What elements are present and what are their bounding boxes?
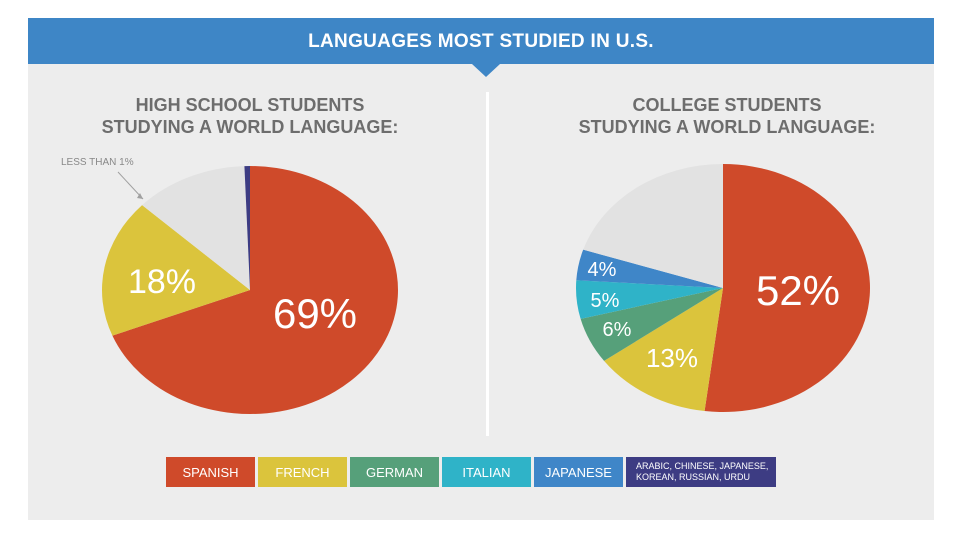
college-slice-label-italian: 5% xyxy=(591,290,620,312)
annotation-arrow-line xyxy=(117,171,144,200)
legend-item-french: FRENCH xyxy=(258,457,347,487)
college-slice-remainder xyxy=(583,164,723,288)
college-slice-japanese xyxy=(576,249,723,288)
high-school-slice-remainder xyxy=(142,166,250,290)
college-slice-label-french: 13% xyxy=(646,343,698,373)
less-than-one-percent-annotation: LESS THAN 1% xyxy=(61,157,134,168)
college-slice-german xyxy=(580,288,723,361)
college-slice-spanish xyxy=(704,164,871,413)
high-school-slice-label-spanish: 69% xyxy=(273,290,357,337)
legend-item-other: ARABIC, CHINESE, JAPANESE, KOREAN, RUSSIA… xyxy=(626,457,776,487)
college-slice-label-japanese: 4% xyxy=(588,259,617,281)
college-slice-italian xyxy=(576,280,723,319)
high-school-title-line-1: HIGH SCHOOL STUDENTS xyxy=(135,95,365,115)
high-school-slice-other xyxy=(244,166,250,290)
infographic-title: LANGUAGES MOST STUDIED IN U.S. xyxy=(308,31,654,52)
college-slice-french xyxy=(604,288,723,412)
title-banner: LANGUAGES MOST STUDIED IN U.S. xyxy=(28,18,934,64)
legend-label-french: FRENCH xyxy=(275,464,330,480)
legend-label-german: GERMAN xyxy=(365,464,424,480)
legend-item-spanish: SPANISH xyxy=(166,457,255,487)
high-school-slice-french xyxy=(102,205,251,336)
college-title-line-2: STUDYING A WORLD LANGUAGE: xyxy=(578,117,876,137)
college-chart-title: COLLEGE STUDENTS STUDYING A WORLD LANGUA… xyxy=(517,94,937,138)
college-slice-label-spanish: 52% xyxy=(756,267,840,314)
high-school-slice-label-french: 18% xyxy=(128,263,196,301)
annotation-arrow-head xyxy=(137,193,143,199)
high-school-title-line-2: STUDYING A WORLD LANGUAGE: xyxy=(101,117,399,137)
legend-label-other-line-1: ARABIC, CHINESE, JAPANESE, xyxy=(636,461,769,471)
college-slice-label-german: 6% xyxy=(603,319,632,341)
college-title-line-1: COLLEGE STUDENTS xyxy=(632,95,822,115)
high-school-slice-spanish xyxy=(112,166,399,415)
legend-label-spanish: SPANISH xyxy=(182,464,239,480)
legend-item-italian: ITALIAN xyxy=(442,457,531,487)
legend-label-japanese: JAPANESE xyxy=(545,464,612,480)
chart-divider xyxy=(486,92,489,436)
legend-item-german: GERMAN xyxy=(350,457,439,487)
banner-pointer xyxy=(472,64,500,77)
high-school-chart-title: HIGH SCHOOL STUDENTS STUDYING A WORLD LA… xyxy=(40,94,460,138)
legend: SPANISH FRENCH GERMAN ITALIAN JAPANESE ARABIC… xyxy=(166,457,779,487)
legend-label-italian: ITALIAN xyxy=(462,464,511,480)
legend-item-japanese: JAPANESE xyxy=(534,457,623,487)
legend-label-other-line-2: KOREAN, RUSSIAN, URDU xyxy=(636,472,751,482)
